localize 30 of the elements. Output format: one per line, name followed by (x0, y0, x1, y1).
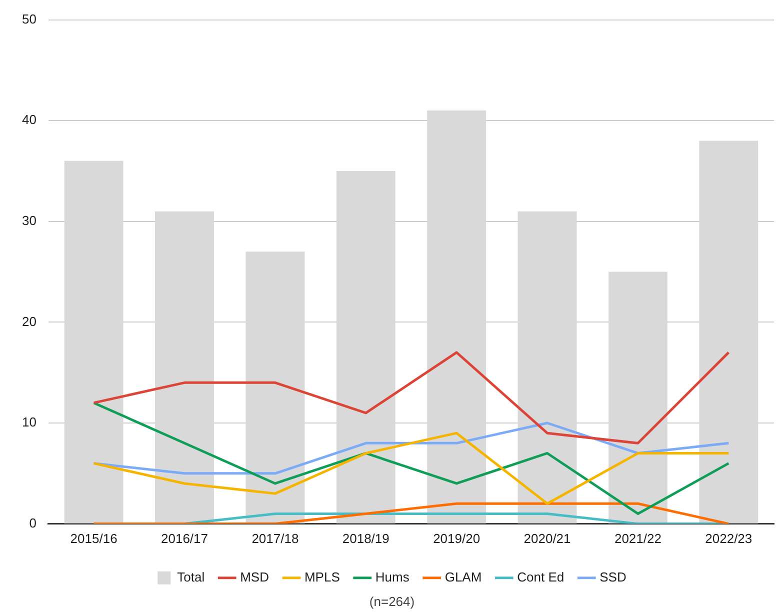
y-tick-label: 20 (22, 314, 36, 329)
legend-label: MPLS (304, 569, 340, 584)
x-tick-label: 2022/23 (705, 531, 752, 546)
legend-label: GLAM (444, 569, 482, 584)
bar (699, 140, 758, 524)
text: (n=264) (369, 594, 415, 609)
bar (155, 211, 214, 524)
x-tick-label: 2020/21 (524, 531, 571, 546)
bar (427, 110, 486, 524)
bar (608, 272, 668, 524)
x-tick-label: 2018/19 (342, 531, 390, 546)
y-tick-label: 0 (29, 515, 36, 530)
legend-label: MSD (240, 569, 269, 584)
x-tick-label: 2017/18 (252, 531, 299, 546)
bar (518, 211, 577, 524)
bar (246, 252, 305, 524)
y-tick-label: 30 (22, 212, 36, 228)
legend-label: Hums (375, 569, 410, 584)
bar (336, 171, 396, 524)
bar (64, 160, 124, 524)
y-tick-label: 50 (22, 11, 36, 26)
y-tick-label: 10 (22, 414, 36, 430)
x-tick-label: 2016/17 (161, 531, 208, 546)
y-tick-label: 40 (22, 112, 36, 128)
legend-label: Cont Ed (517, 569, 564, 584)
x-tick-label: 2015/16 (70, 531, 118, 546)
x-tick-label: 2019/20 (433, 531, 480, 546)
legend-label: Total (177, 569, 205, 584)
x-tick-label: 2021/22 (614, 531, 662, 546)
legend-label: SSD (600, 569, 626, 584)
